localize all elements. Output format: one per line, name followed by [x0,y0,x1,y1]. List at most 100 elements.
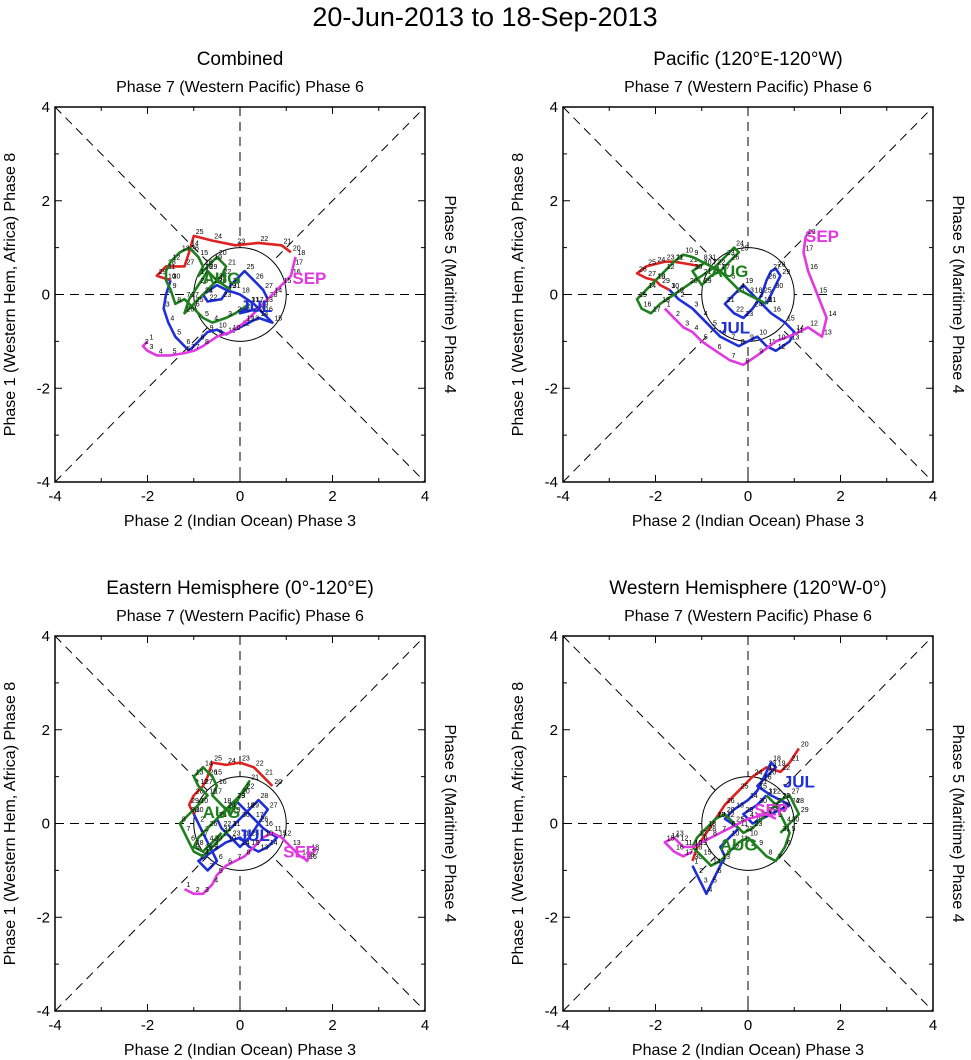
day-label: 18 [311,845,319,852]
day-label: 23 [224,292,232,299]
day-label: 15 [639,292,647,299]
day-label: 14 [796,325,804,332]
day-label: 26 [261,817,269,824]
day-label: 1 [173,273,177,280]
day-label: 30 [242,812,250,819]
day-label: 1 [251,297,255,304]
day-label: 31 [769,788,777,795]
day-label: 7 [732,334,736,341]
day-label: 4 [170,316,174,323]
day-label: 6 [718,868,722,875]
day-label: 17 [699,831,707,838]
day-label: 26 [782,793,790,800]
day-label: 24 [736,241,744,248]
day-label: 28 [196,840,204,847]
day-label: 24 [228,758,236,765]
y-tick-label: 2 [550,722,558,739]
day-label: 23 [237,793,245,800]
day-label: 12 [732,845,740,852]
day-label: 12 [810,320,818,327]
day-label: 5 [741,817,745,824]
day-label: 16 [265,821,273,828]
day-label: 25 [782,802,790,809]
x-tick-label: -2 [141,1017,154,1034]
y-tick-label: -4 [37,1003,50,1020]
day-label: 29 [191,798,199,805]
day-label: 9 [759,348,763,355]
day-label: 14 [750,793,758,800]
day-label: 8 [200,854,204,861]
day-label: 27 [187,259,195,266]
day-label: 25 [251,831,259,838]
day-label: 31 [233,283,241,290]
day-label: 22 [773,788,781,795]
day-label: 23 [727,250,735,257]
day-label: 9 [173,283,177,290]
day-label: 27 [648,271,656,278]
day-label: 8 [713,831,717,838]
day-label: 2 [237,306,241,313]
day-label: 4 [704,311,708,318]
day-label: 26 [256,273,264,280]
day-label: 15 [279,831,287,838]
day-label: 15 [274,316,282,323]
day-label: 18 [298,250,306,257]
trace-jun [691,747,800,862]
day-label: 20 [727,807,735,814]
day-label: 29 [745,807,753,814]
day-label: 31 [233,821,241,828]
day-label: 12 [681,835,689,842]
day-label: 3 [166,302,170,309]
day-label: 26 [773,807,781,814]
y-tick-label: -2 [545,380,558,397]
day-label: 3 [685,320,689,327]
day-label: 2 [681,292,685,299]
day-label: 21 [265,770,273,777]
day-label: 19 [718,812,726,819]
y-tick-label: -4 [545,474,558,491]
month-label: AUG [720,836,758,855]
day-label: 26 [191,245,199,252]
day-label: 28 [755,817,763,824]
day-label: 1 [778,812,782,819]
day-label: 22 [736,306,744,313]
day-label: 13 [722,854,730,861]
day-label: 2 [769,807,773,814]
trace-jul [192,798,279,872]
day-label: 23 [242,756,250,763]
day-label: 25 [196,229,204,236]
day-label: 11 [685,840,692,847]
day-label: 18 [205,264,213,271]
day-label: 30 [242,306,250,313]
day-label: 13 [824,330,832,337]
day-label: 16 [293,269,301,276]
day-label: 12 [242,320,250,327]
day-label: 5 [219,868,223,875]
day-label: 1 [233,821,237,828]
day-label: 12 [727,812,735,819]
day-label: 19 [745,278,753,285]
trace-sep [183,831,311,896]
day-label: 20 [219,278,227,285]
day-label: 23 [755,821,763,828]
day-label: 10 [695,840,703,847]
day-label: 11 [796,327,803,334]
day-label: 8 [704,255,708,262]
day-label: 18 [708,821,716,828]
day-label: 22 [256,760,264,767]
y-tick-label: 2 [42,193,50,210]
day-label: 10 [228,835,236,842]
day-label: 15 [704,849,712,856]
day-label: 14 [829,311,837,318]
day-label: 5 [214,845,218,852]
day-label: 23 [667,255,675,262]
day-label: 26 [727,798,735,805]
day-label: 3 [150,344,154,351]
day-label: 3 [695,302,699,309]
day-label: 30 [759,798,767,805]
x-tick-label: 4 [929,1017,937,1034]
day-label: 7 [722,826,726,833]
bottom-phase-label: Phase 2 (Indian Ocean) Phase 3 [124,513,356,530]
panel-title: Pacific (120°E-120°W) [653,49,842,70]
day-label: 26 [187,306,195,313]
